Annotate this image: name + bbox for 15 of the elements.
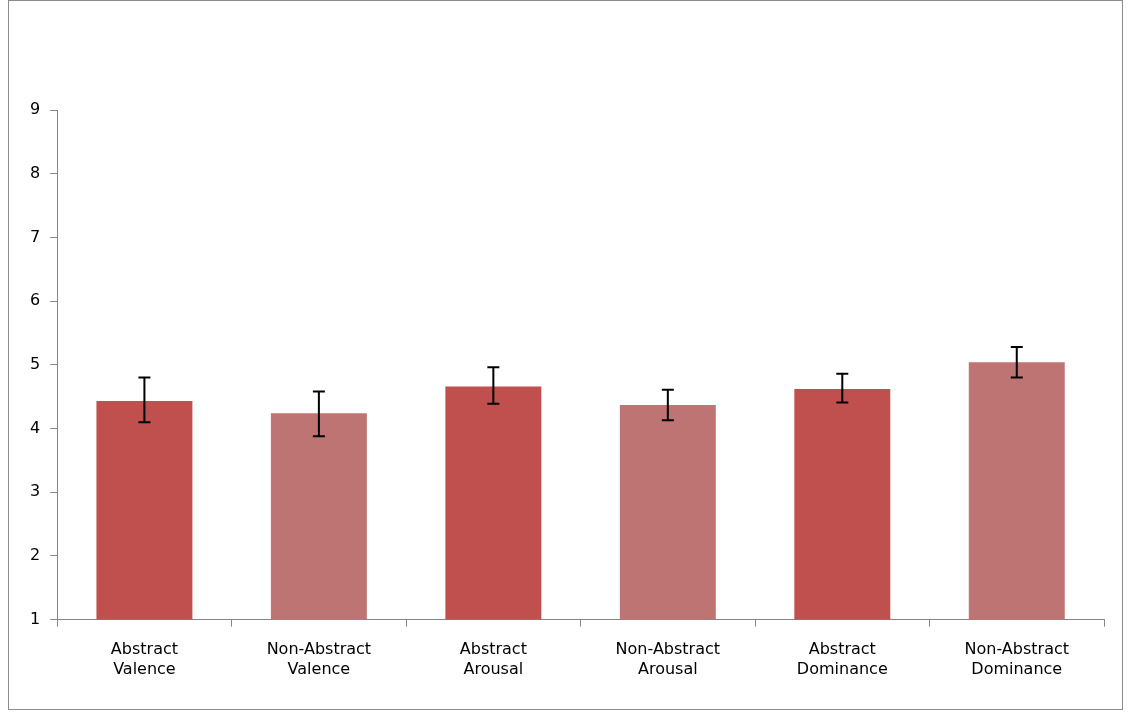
x-tick-label: Non-Abstract Valence xyxy=(266,639,372,678)
y-tick-label: 9 xyxy=(29,99,41,119)
y-tick-label: 1 xyxy=(29,608,41,628)
x-tick-label: Non-Abstract Arousal xyxy=(615,639,721,678)
y-tick-label: 4 xyxy=(29,417,41,437)
y-tick-label: 8 xyxy=(29,162,41,182)
y-tick-label: 6 xyxy=(29,290,41,310)
y-tick-label: 5 xyxy=(29,353,41,373)
y-tick-label: 3 xyxy=(29,481,41,501)
x-tick-label: Abstract Arousal xyxy=(459,639,527,678)
y-tick-label: 7 xyxy=(29,226,41,246)
x-tick-label: Abstract Dominance xyxy=(796,639,888,678)
y-tick-label: 2 xyxy=(29,545,41,565)
x-tick-label: Abstract Valence xyxy=(110,639,178,678)
x-tick-label: Non-Abstract Dominance xyxy=(964,639,1070,678)
